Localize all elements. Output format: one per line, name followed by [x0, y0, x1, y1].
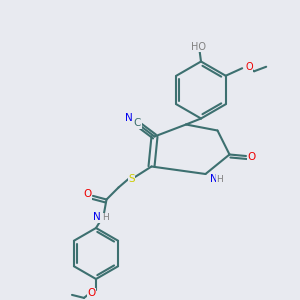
Text: N: N: [210, 174, 218, 184]
Text: C: C: [134, 118, 141, 128]
Text: HO: HO: [190, 41, 206, 52]
Text: S: S: [128, 173, 135, 184]
Text: O: O: [245, 62, 253, 72]
Text: H: H: [102, 213, 108, 222]
Text: O: O: [83, 189, 92, 200]
Text: N: N: [125, 112, 133, 123]
Text: H: H: [217, 175, 223, 184]
Text: N: N: [93, 212, 101, 223]
Text: O: O: [247, 152, 256, 162]
Text: O: O: [87, 288, 96, 298]
